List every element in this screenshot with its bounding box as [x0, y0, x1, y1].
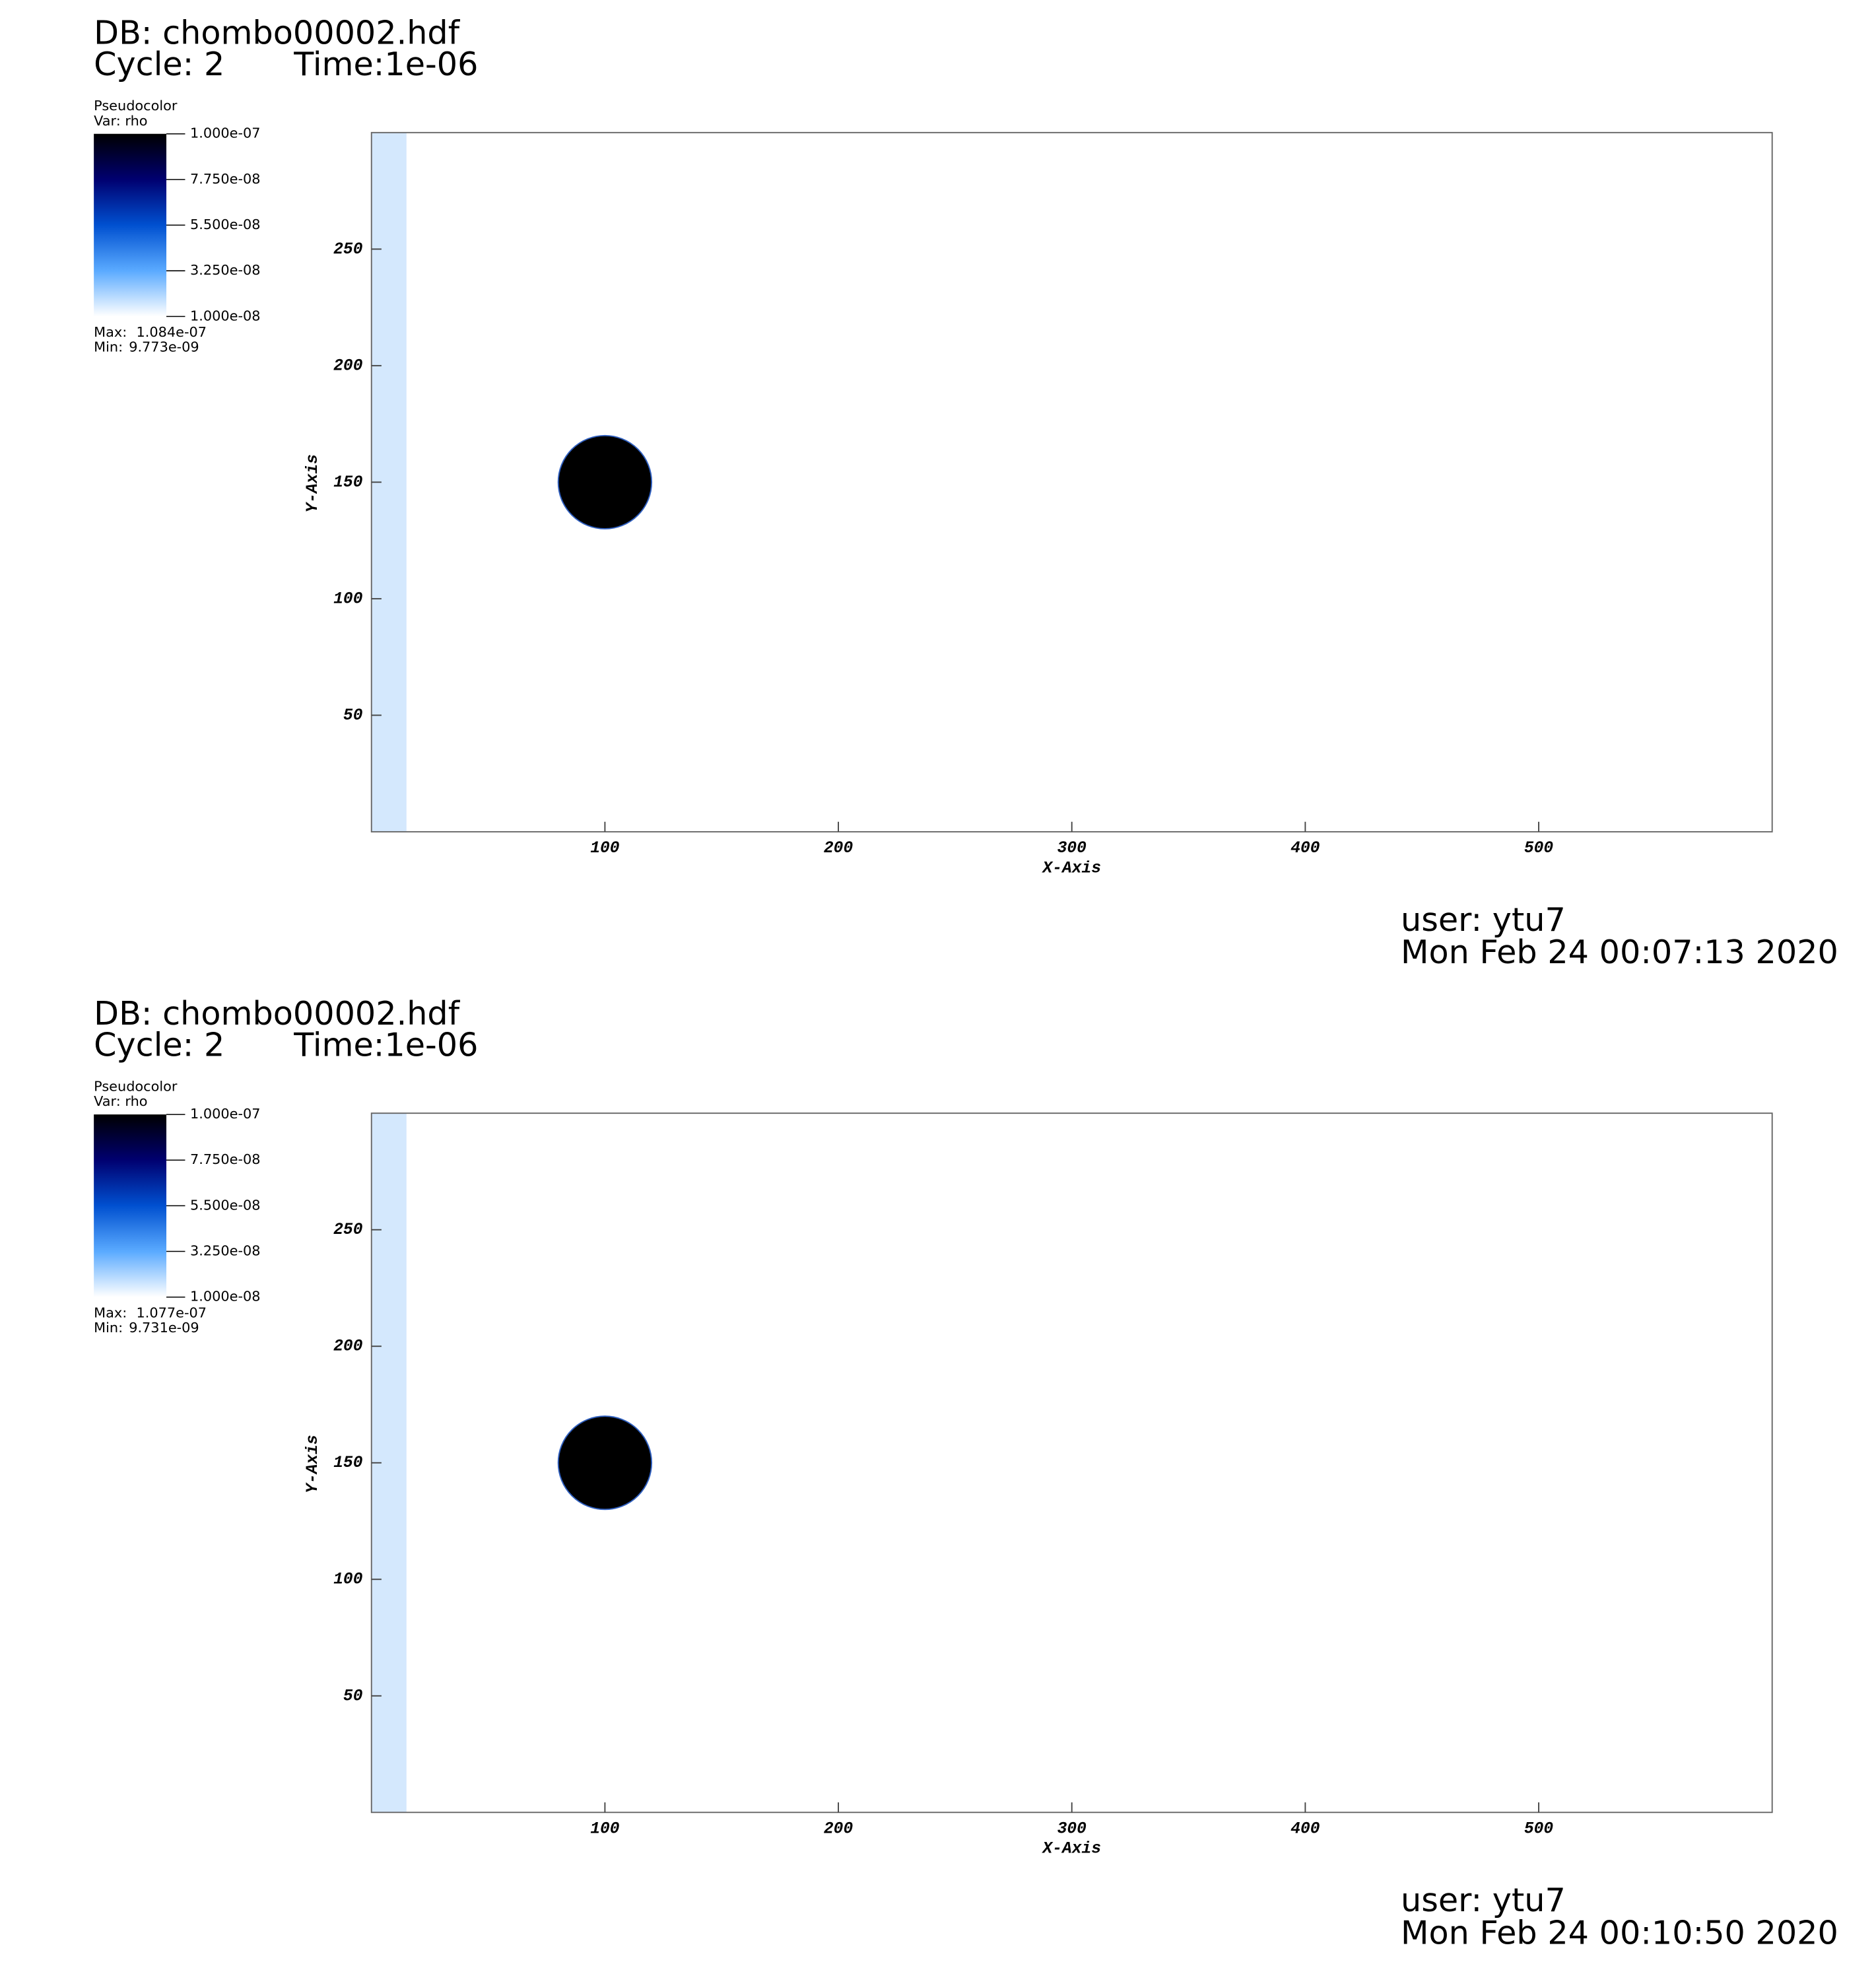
x-tick-label: 100 [590, 1820, 620, 1838]
max-value: 1.077e-07 [137, 1305, 207, 1320]
x-axis-label: X-Axis [1041, 1841, 1101, 1858]
x-axis-label: X-Axis [1041, 860, 1101, 877]
db-name: DB: chombo00002.hdf [94, 14, 461, 52]
max-value: 1.084e-07 [137, 324, 207, 340]
min-value: 9.773e-09 [129, 339, 199, 355]
colorbar-tick-label: 7.750e-08 [190, 1151, 260, 1167]
y-axis-label: Y-Axis [304, 454, 322, 513]
colorbar-tick-label: 3.250e-08 [190, 1243, 260, 1259]
field-circle [557, 434, 653, 529]
x-tick-label: 100 [590, 840, 620, 858]
cycle: Cycle: 2 [94, 45, 224, 83]
colorbar-tick-label: 5.500e-08 [190, 1197, 260, 1213]
colorbar-tick-label: 3.250e-08 [190, 262, 260, 278]
min-text: Min: [94, 1320, 123, 1336]
x-tick-label: 200 [824, 1820, 854, 1838]
time: Time:1e-06 [293, 45, 478, 83]
x-tick-label: 200 [824, 840, 854, 858]
user: user: ytu7 [1401, 1881, 1566, 1919]
db-name: DB: chombo00002.hdf [94, 994, 461, 1033]
y-tick-label: 150 [333, 474, 363, 492]
user: user: ytu7 [1401, 900, 1566, 939]
y-tick-label: 250 [333, 241, 363, 259]
legend-title: Pseudocolor [94, 98, 178, 114]
y-tick-label: 200 [333, 357, 363, 375]
date: Mon Feb 24 00:07:13 2020 [1401, 933, 1838, 971]
colorbar-tick-label: 1.000e-08 [190, 1289, 260, 1305]
legend-title: Pseudocolor [94, 1078, 178, 1094]
min-text: Min: [94, 339, 123, 355]
colorbar [94, 133, 167, 317]
x-tick-label: 300 [1057, 840, 1087, 858]
time: Time:1e-06 [293, 1025, 478, 1064]
cycle: Cycle: 2 [94, 1025, 224, 1064]
x-tick-label: 400 [1290, 1820, 1320, 1838]
colorbar-tick-label: 7.750e-08 [190, 171, 260, 187]
min-value: 9.731e-09 [129, 1320, 199, 1336]
legend-var: Var: rho [94, 1093, 147, 1109]
x-tick-label: 400 [1290, 840, 1320, 858]
y-tick-label: 200 [333, 1338, 363, 1356]
y-axis-label: Y-Axis [304, 1435, 322, 1493]
y-tick-label: 250 [333, 1221, 363, 1239]
x-tick-label: 500 [1524, 1820, 1554, 1838]
colorbar-tick-label: 1.000e-07 [190, 125, 260, 141]
colorbar [94, 1114, 167, 1297]
y-tick-label: 50 [343, 1687, 363, 1705]
y-tick-label: 100 [333, 590, 363, 608]
y-tick-label: 100 [333, 1571, 363, 1589]
legend-var: Var: rho [94, 113, 147, 129]
max-text: Max: [94, 1305, 127, 1320]
x-tick-label: 500 [1524, 840, 1554, 858]
field-circle [557, 1415, 653, 1511]
colorbar-tick-label: 5.500e-08 [190, 217, 260, 232]
colorbar-tick-label: 1.000e-08 [190, 308, 260, 323]
y-tick-label: 50 [343, 707, 363, 725]
date: Mon Feb 24 00:10:50 2020 [1401, 1913, 1838, 1952]
y-tick-label: 150 [333, 1454, 363, 1472]
max-text: Max: [94, 324, 127, 340]
colorbar-tick-label: 1.000e-07 [190, 1106, 260, 1122]
x-tick-label: 300 [1057, 1820, 1087, 1838]
